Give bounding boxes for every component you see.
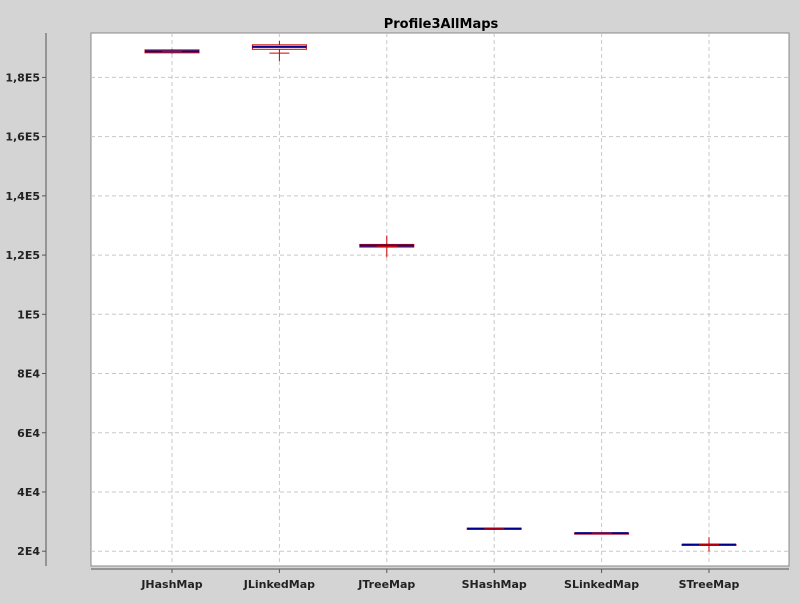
box-SHashMap	[466, 527, 522, 530]
x-tick-label: SLinkedMap	[564, 578, 639, 591]
x-tick-label: JLinkedMap	[243, 578, 315, 591]
x-tick-label: STreeMap	[679, 578, 740, 591]
box-layer	[144, 40, 737, 552]
y-tick-label: 1,4E5	[5, 190, 40, 203]
y-tick-label: 8E4	[17, 368, 40, 381]
box-STreeMap	[681, 537, 737, 552]
y-tick-label: 6E4	[17, 427, 40, 440]
grid-layer	[91, 33, 789, 566]
x-tick-label: JHashMap	[140, 578, 202, 591]
y-tick-label: 1E5	[17, 308, 40, 321]
box-JLinkedMap	[251, 40, 307, 62]
plot-area	[90, 32, 790, 567]
box-JHashMap	[144, 48, 200, 54]
x-tick-label: SHashMap	[462, 578, 527, 591]
box-JTreeMap	[359, 235, 415, 258]
chart-title: Profile3AllMaps	[384, 17, 499, 32]
y-tick-label: 1,2E5	[5, 249, 40, 262]
x-tick-label: JTreeMap	[357, 578, 415, 591]
axis-layer: 2E4 4E4 6E4 8E4 1E5 1,2E5 1,4E5 1,6E5 1,8E5 JHash…	[5, 33, 789, 591]
y-tick-label: 1,8E5	[5, 71, 40, 84]
y-tick-label: 4E4	[17, 486, 40, 499]
y-tick-label: 1,6E5	[5, 131, 40, 144]
y-tick-label: 2E4	[17, 545, 40, 558]
box-SLinkedMap	[574, 532, 630, 535]
